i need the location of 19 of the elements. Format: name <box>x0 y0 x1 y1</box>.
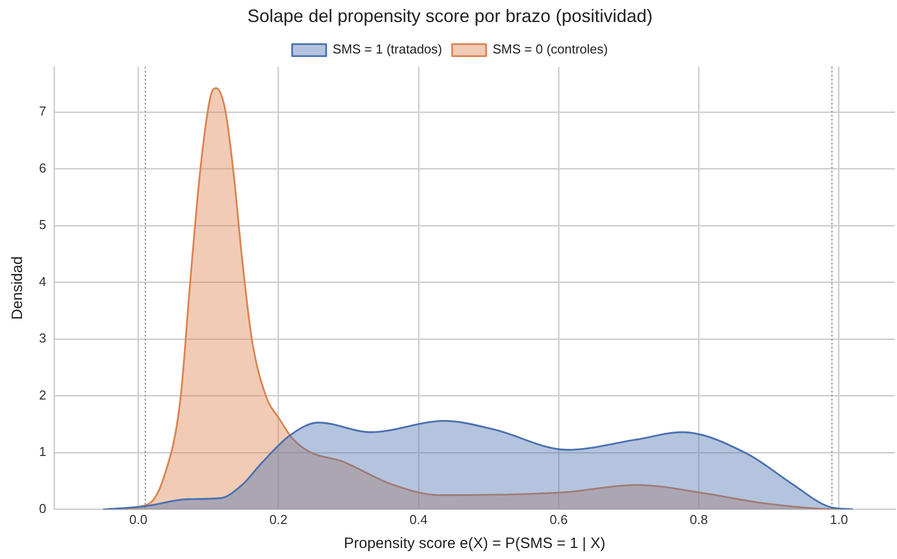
y-tick-label: 2 <box>38 387 46 402</box>
x-axis-title: Propensity score e(X) = P(SMS = 1 | X) <box>344 535 606 552</box>
x-tick-label: 0.4 <box>410 512 428 527</box>
x-tick-label: 0.8 <box>690 512 708 527</box>
x-tick-label: 0.6 <box>550 512 568 527</box>
y-tick-label: 7 <box>38 104 46 119</box>
y-tick-label: 1 <box>38 444 46 460</box>
y-tick-label: 3 <box>38 330 46 346</box>
y-tick-label: 0 <box>38 500 46 516</box>
y-axis-title: Densidad <box>9 256 26 320</box>
legend-label: SMS = 1 (tratados) <box>332 42 442 57</box>
x-tick-label: 0.0 <box>129 512 148 527</box>
x-tick-label: 0.2 <box>269 512 288 527</box>
chart-title: Solape del propensity score por brazo (positividad) <box>247 6 653 26</box>
y-tick-label: 4 <box>38 274 46 289</box>
legend-label: SMS = 0 (controles) <box>492 42 608 57</box>
y-tick-label: 5 <box>38 217 46 232</box>
y-tick-label: 6 <box>38 160 46 176</box>
x-tick-label: 1.0 <box>830 512 848 527</box>
